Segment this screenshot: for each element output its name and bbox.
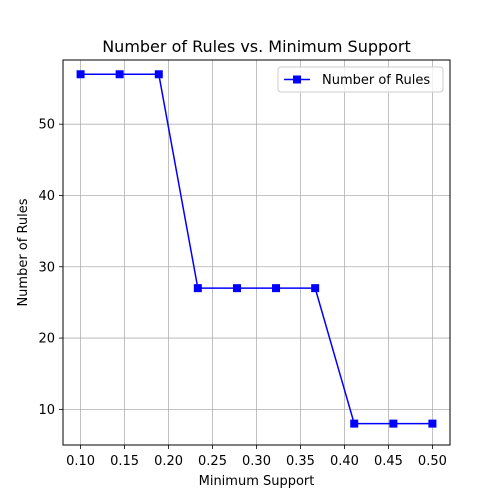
x-tick-label: 0.30 <box>242 454 271 469</box>
y-axis-ticks: 10 20 30 40 50 <box>38 118 63 418</box>
legend: Number of Rules <box>277 66 444 93</box>
x-tick-label: 0.25 <box>198 454 227 469</box>
legend-box <box>277 66 444 93</box>
legend-label: Number of Rules <box>322 73 430 88</box>
data-point <box>272 284 281 293</box>
data-point <box>232 284 241 293</box>
data-point <box>350 419 359 428</box>
x-tick-label: 0.45 <box>374 454 403 469</box>
series-line <box>80 73 433 425</box>
y-axis-label: Number of Rules <box>16 198 31 306</box>
legend-marker-sample <box>293 75 301 84</box>
data-point <box>76 70 85 79</box>
data-point <box>389 419 398 428</box>
x-axis-label: Minimum Support <box>199 474 315 489</box>
x-tick-label: 0.15 <box>110 454 139 469</box>
y-tick-label: 50 <box>38 118 55 133</box>
x-tick-label: 0.50 <box>418 454 447 469</box>
x-axis-ticks: 0.10 0.15 0.20 0.25 0.30 0.35 0.40 0.45 0.50 <box>66 445 447 469</box>
data-point <box>193 284 202 293</box>
y-tick-label: 30 <box>38 260 55 275</box>
chart-title: Number of Rules vs. Minimum Support <box>102 37 411 56</box>
x-tick-label: 0.10 <box>66 454 95 469</box>
data-point <box>311 284 320 293</box>
y-tick-label: 40 <box>38 189 55 204</box>
y-tick-label: 10 <box>38 403 55 418</box>
x-tick-label: 0.20 <box>154 454 183 469</box>
y-tick-label: 20 <box>38 332 55 347</box>
data-point <box>154 70 163 79</box>
series-layer <box>76 70 437 428</box>
x-tick-label: 0.40 <box>330 454 359 469</box>
x-tick-label: 0.35 <box>286 454 315 469</box>
data-point <box>115 70 124 79</box>
data-point <box>428 419 437 428</box>
